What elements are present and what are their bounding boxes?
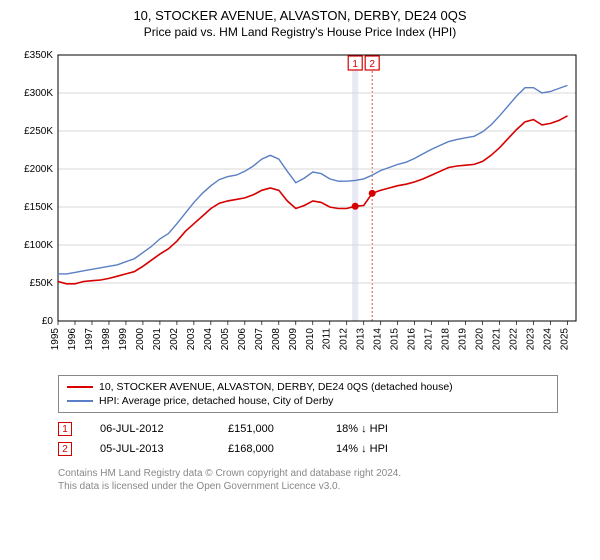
price-chart: £0 £50K £100K £150K £200K £250K £300K £350K 1995… bbox=[14, 45, 586, 365]
xtick-label: 2025 bbox=[560, 328, 571, 351]
xtick-label: 2014 bbox=[373, 328, 384, 351]
series-hpi bbox=[58, 85, 568, 274]
sale-row: 1 06-JUL-2012 £151,000 18% ↓ HPI bbox=[58, 419, 558, 439]
xtick-label: 2024 bbox=[543, 328, 554, 351]
ytick-label: £350K bbox=[24, 50, 53, 61]
ytick-label: £300K bbox=[24, 88, 53, 99]
xtick-label: 2009 bbox=[288, 328, 299, 351]
xtick-label: 1999 bbox=[118, 328, 129, 351]
xtick-label: 2012 bbox=[339, 328, 350, 351]
xtick-label: 2007 bbox=[254, 328, 265, 351]
legend: 10, STOCKER AVENUE, ALVASTON, DERBY, DE2… bbox=[58, 375, 558, 413]
xtick-label: 2018 bbox=[441, 328, 452, 351]
xtick-label: 2010 bbox=[305, 328, 316, 351]
svg-text:1: 1 bbox=[352, 59, 358, 70]
xtick-label: 2000 bbox=[135, 328, 146, 351]
ytick-label: £150K bbox=[24, 202, 53, 213]
sale-price: £151,000 bbox=[228, 423, 308, 435]
page-subtitle: Price paid vs. HM Land Registry's House … bbox=[14, 25, 586, 39]
xtick-label: 2006 bbox=[237, 328, 248, 351]
legend-swatch bbox=[67, 400, 93, 402]
xtick-label: 1997 bbox=[84, 328, 95, 351]
sale-dot-1 bbox=[352, 203, 359, 210]
chart-canvas: £0 £50K £100K £150K £200K £250K £300K £350K 1995… bbox=[14, 45, 586, 365]
footnote-line: This data is licensed under the Open Gov… bbox=[58, 480, 586, 493]
ytick-label: £50K bbox=[30, 278, 54, 289]
ytick-label: £250K bbox=[24, 126, 53, 137]
legend-item: HPI: Average price, detached house, City… bbox=[67, 394, 549, 408]
page-title: 10, STOCKER AVENUE, ALVASTON, DERBY, DE2… bbox=[14, 8, 586, 23]
sale-marker-box: 2 bbox=[58, 442, 72, 456]
sales-table: 1 06-JUL-2012 £151,000 18% ↓ HPI 2 05-JUL-201… bbox=[58, 419, 558, 459]
svg-text:2: 2 bbox=[369, 59, 375, 70]
sale-price: £168,000 bbox=[228, 443, 308, 455]
xtick-label: 2023 bbox=[526, 328, 537, 351]
sale-delta: 14% ↓ HPI bbox=[336, 443, 426, 455]
xtick-label: 1998 bbox=[101, 328, 112, 351]
xtick-label: 2015 bbox=[390, 328, 401, 351]
xtick-label: 1995 bbox=[50, 328, 61, 351]
ytick-label: £0 bbox=[42, 316, 54, 327]
sale-row: 2 05-JUL-2013 £168,000 14% ↓ HPI bbox=[58, 439, 558, 459]
sale-date: 06-JUL-2012 bbox=[100, 423, 200, 435]
legend-label: HPI: Average price, detached house, City… bbox=[99, 395, 333, 407]
xtick-label: 2020 bbox=[475, 328, 486, 351]
xtick-label: 1996 bbox=[67, 328, 78, 351]
ytick-label: £100K bbox=[24, 240, 53, 251]
sale-delta: 18% ↓ HPI bbox=[336, 423, 426, 435]
xtick-label: 2003 bbox=[186, 328, 197, 351]
legend-swatch bbox=[67, 386, 93, 388]
xtick-label: 2017 bbox=[424, 328, 435, 351]
footnote: Contains HM Land Registry data © Crown c… bbox=[58, 467, 586, 493]
xtick-label: 2008 bbox=[271, 328, 282, 351]
xtick-label: 2022 bbox=[509, 328, 520, 351]
xtick-label: 2002 bbox=[169, 328, 180, 351]
footnote-line: Contains HM Land Registry data © Crown c… bbox=[58, 467, 586, 480]
legend-item: 10, STOCKER AVENUE, ALVASTON, DERBY, DE2… bbox=[67, 380, 549, 394]
legend-label: 10, STOCKER AVENUE, ALVASTON, DERBY, DE2… bbox=[99, 381, 453, 393]
xtick-label: 2001 bbox=[152, 328, 163, 351]
xtick-label: 2013 bbox=[356, 328, 367, 351]
xtick-label: 2021 bbox=[492, 328, 503, 351]
xtick-label: 2016 bbox=[407, 328, 418, 351]
xtick-label: 2005 bbox=[220, 328, 231, 351]
sale-dot-2 bbox=[369, 190, 376, 197]
xtick-label: 2004 bbox=[203, 328, 214, 351]
ytick-label: £200K bbox=[24, 164, 53, 175]
sale-date: 05-JUL-2013 bbox=[100, 443, 200, 455]
xtick-label: 2011 bbox=[322, 328, 333, 350]
xtick-label: 2019 bbox=[458, 328, 469, 351]
sale-marker-box: 1 bbox=[58, 422, 72, 436]
